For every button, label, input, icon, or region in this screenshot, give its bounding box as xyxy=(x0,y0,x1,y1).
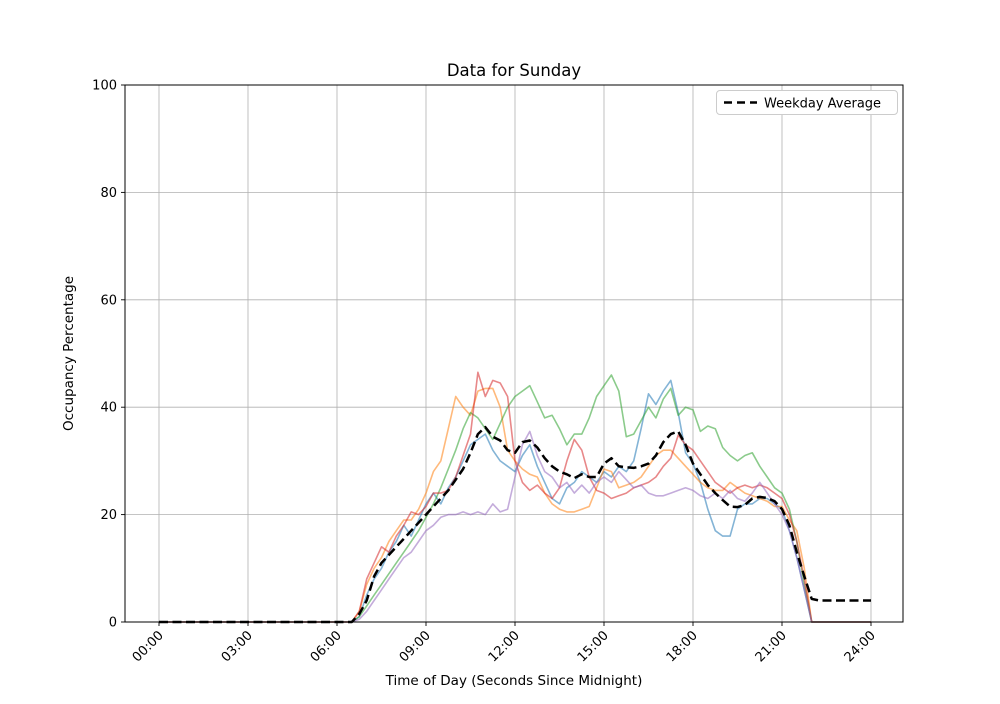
legend: Weekday Average xyxy=(716,90,898,115)
x-tick-label: 18:00 xyxy=(664,628,701,665)
y-tick-label: 60 xyxy=(100,293,117,308)
y-axis-label: Occupancy Percentage xyxy=(61,276,77,431)
gridlines xyxy=(125,84,903,623)
y-tick-label: 20 xyxy=(100,508,117,523)
y-tick-label: 0 xyxy=(109,616,117,631)
series-line-weekday-average xyxy=(159,425,871,624)
y-tick-label: 40 xyxy=(100,401,117,416)
x-tick-label: 03:00 xyxy=(219,628,256,665)
legend-box xyxy=(716,90,898,115)
y-tick-label: 80 xyxy=(100,186,117,201)
x-tick-label: 24:00 xyxy=(842,628,879,665)
y-tick-label: 100 xyxy=(92,79,117,94)
plot-border xyxy=(124,84,904,623)
x-tick-label: 09:00 xyxy=(397,628,434,665)
x-tick-label: 15:00 xyxy=(575,628,612,665)
x-tick-label: 00:00 xyxy=(130,628,167,665)
x-axis-label: Time of Day (Seconds Since Midnight) xyxy=(385,673,643,689)
x-tick-label: 21:00 xyxy=(753,628,790,665)
x-tick-label: 06:00 xyxy=(308,628,345,665)
x-tick-label: 12:00 xyxy=(486,628,523,665)
chart-title: Data for Sunday xyxy=(447,61,582,80)
axis-ticks: 00:00 03:00 06:00 09:00 12:00 15:00 18:00 21:00… xyxy=(92,79,879,666)
legend-label: Weekday Average xyxy=(764,97,881,112)
